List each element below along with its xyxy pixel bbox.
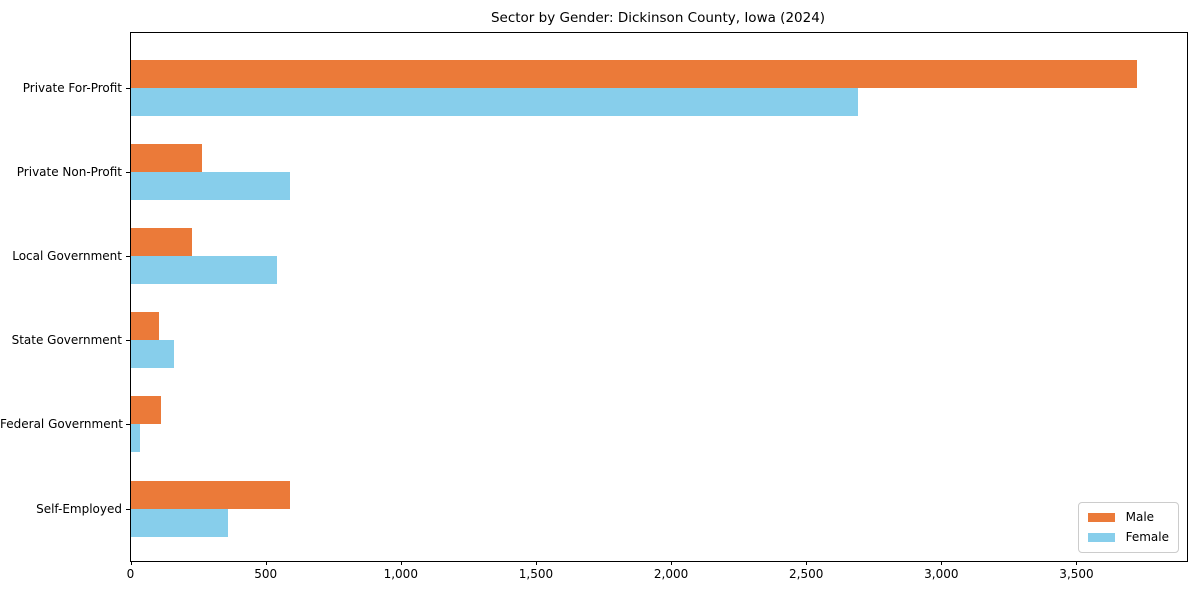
x-tick-label: 3,500 xyxy=(1059,567,1094,581)
bar-male-state-government xyxy=(131,312,160,341)
bar-male-self-employed xyxy=(131,480,290,509)
y-tick-label-private-non-profit: Private Non-Profit xyxy=(16,164,122,179)
bar-male-private-non-profit xyxy=(131,143,202,172)
legend-label-male: Male xyxy=(1125,510,1155,524)
legend-swatch-male xyxy=(1087,513,1115,522)
bar-female-private-non-profit xyxy=(131,171,291,200)
x-tick-label: 2,000 xyxy=(653,567,689,581)
x-tick-mark xyxy=(671,561,673,565)
bar-female-self-employed xyxy=(131,508,229,537)
y-tick-mark xyxy=(126,340,130,342)
legend-swatch-female xyxy=(1087,533,1115,542)
bar-female-state-government xyxy=(131,340,174,369)
x-tick-label: 0 xyxy=(126,567,135,581)
y-tick-label-private-for-profit: Private For-Profit xyxy=(22,80,122,95)
x-tick-label: 2,500 xyxy=(789,567,824,581)
y-tick-label-state-government: State Government xyxy=(11,333,122,348)
x-tick-mark xyxy=(1076,561,1078,565)
legend-label-female: Female xyxy=(1125,530,1169,544)
bar-male-local-government xyxy=(131,227,193,256)
y-tick-label-self-employed: Self-Employed xyxy=(36,501,122,516)
legend: Male Female xyxy=(1077,502,1179,553)
y-tick-mark xyxy=(126,255,130,257)
bar-male-private-for-profit xyxy=(131,59,1137,88)
y-tick-mark xyxy=(126,87,130,89)
x-tick-mark xyxy=(400,561,402,565)
x-tick-mark xyxy=(941,561,943,565)
legend-item-male: Male xyxy=(1087,509,1169,526)
x-tick-label: 500 xyxy=(254,567,278,581)
plot-area: Male Female xyxy=(130,32,1188,562)
y-tick-mark xyxy=(126,171,130,173)
chart-title: Sector by Gender: Dickinson County, Iowa… xyxy=(490,10,826,26)
x-tick-mark xyxy=(535,561,537,565)
x-tick-label: 1,500 xyxy=(518,567,554,581)
y-tick-label-federal-government: Federal Government xyxy=(0,417,123,432)
x-tick-mark xyxy=(130,561,132,565)
bar-female-local-government xyxy=(131,255,277,284)
legend-item-female: Female xyxy=(1087,529,1169,546)
x-tick-label: 3,000 xyxy=(924,567,959,581)
bar-female-federal-government xyxy=(131,424,141,453)
x-tick-mark xyxy=(806,561,808,565)
bar-female-private-for-profit xyxy=(131,87,859,116)
y-tick-mark xyxy=(126,424,130,426)
bar-male-federal-government xyxy=(131,396,161,425)
y-tick-label-local-government: Local Government xyxy=(12,248,122,263)
x-tick-mark xyxy=(265,561,267,565)
y-tick-mark xyxy=(126,508,130,510)
x-tick-label: 1,000 xyxy=(383,567,418,581)
